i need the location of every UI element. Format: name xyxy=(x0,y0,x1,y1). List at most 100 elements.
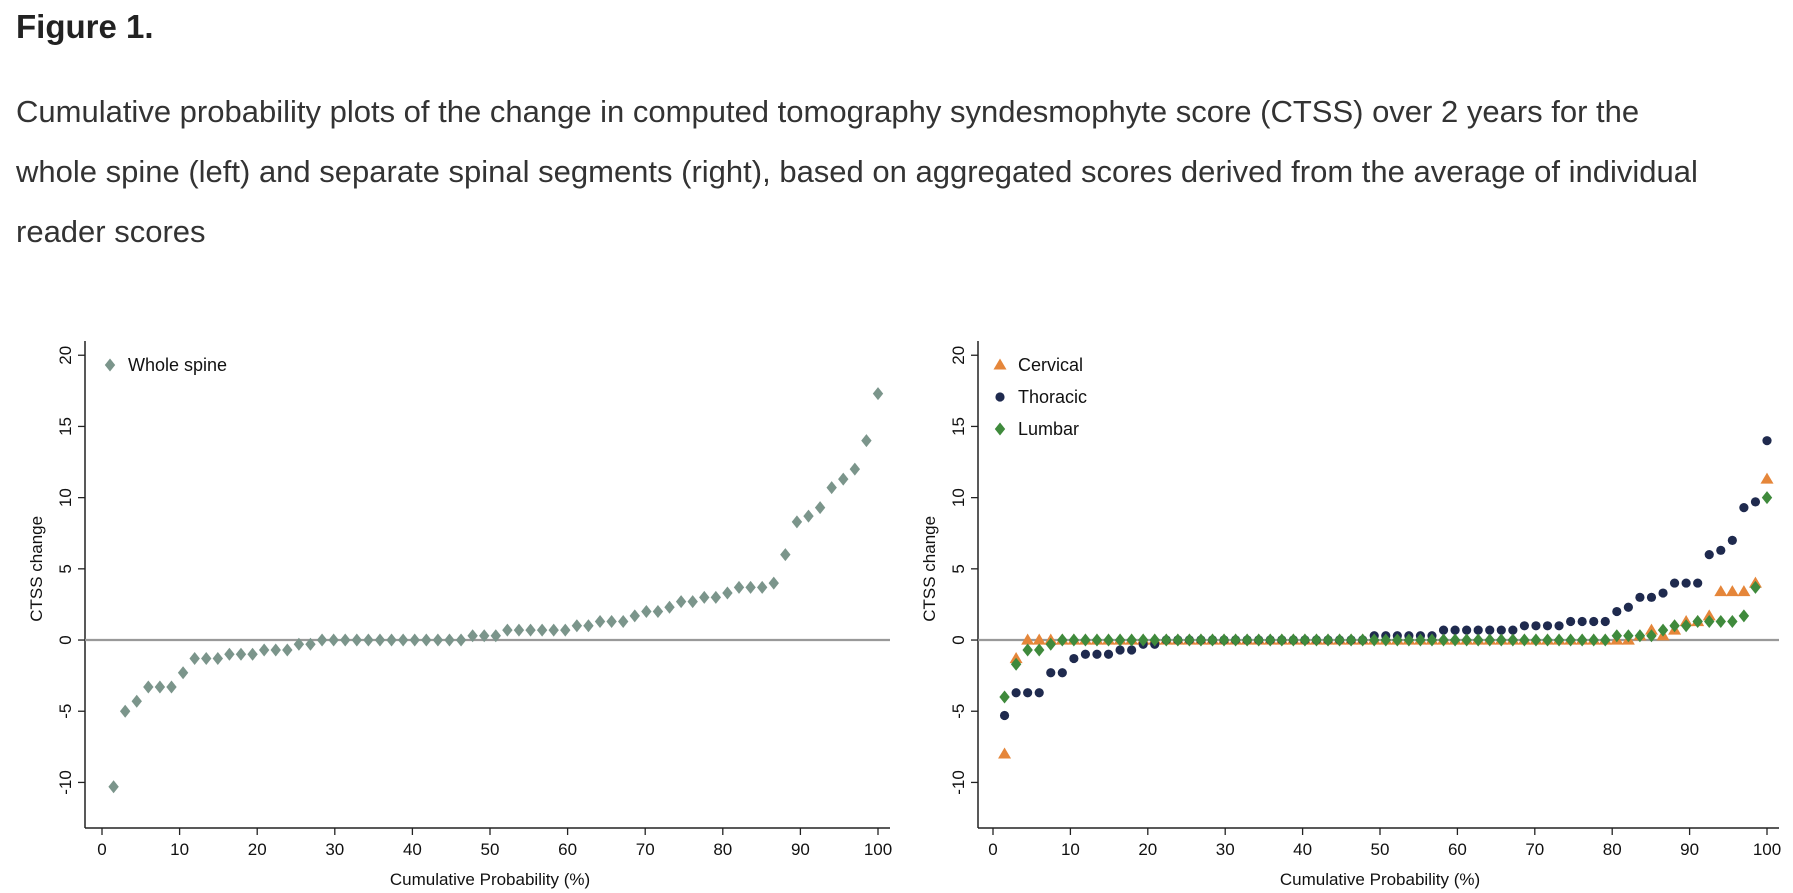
data-point xyxy=(1646,592,1657,602)
data-point xyxy=(548,623,559,637)
data-point xyxy=(1299,633,1311,647)
data-point xyxy=(1276,633,1288,647)
y-tick-label: -5 xyxy=(949,704,968,719)
data-point xyxy=(1115,645,1125,655)
data-point xyxy=(1508,625,1518,635)
data-point xyxy=(1644,623,1658,635)
y-tick-label: -10 xyxy=(56,770,75,795)
x-tick-label: 90 xyxy=(791,840,810,859)
chart-panel-1: -10 -5 0 5 10 15 20 0 10 20 30 40 50 60 70 80 90 100 Cumul… xyxy=(27,341,892,889)
data-point xyxy=(235,647,247,661)
x-tick-label: 40 xyxy=(1293,840,1312,859)
x-tick-label: 40 xyxy=(403,840,422,859)
data-point xyxy=(536,623,548,637)
data-point xyxy=(224,647,235,661)
data-point xyxy=(1149,633,1160,647)
data-point xyxy=(1738,609,1750,623)
data-point xyxy=(560,623,571,637)
data-point xyxy=(479,629,490,643)
data-point xyxy=(201,652,212,666)
x-tick-label: 10 xyxy=(1061,840,1080,859)
data-point xyxy=(1702,609,1716,621)
data-point xyxy=(1577,616,1587,627)
legend-marker xyxy=(993,358,1007,370)
data-point xyxy=(998,747,1012,759)
data-point xyxy=(351,633,363,647)
y-tick-label: -5 xyxy=(56,704,75,719)
data-point xyxy=(849,462,861,476)
data-point xyxy=(826,481,837,495)
data-point xyxy=(687,595,698,609)
data-point xyxy=(1345,633,1357,647)
data-point xyxy=(1542,633,1553,647)
data-point xyxy=(1472,633,1484,647)
data-point xyxy=(1485,625,1495,635)
data-point xyxy=(1103,633,1114,647)
data-point xyxy=(1011,688,1021,698)
x-tick-label: 20 xyxy=(1138,840,1157,859)
y-tick-label: 15 xyxy=(56,417,75,436)
data-point xyxy=(1635,592,1645,602)
data-point xyxy=(502,623,513,637)
data-point xyxy=(1069,653,1079,664)
data-point xyxy=(143,680,154,694)
data-point xyxy=(397,633,409,647)
data-point xyxy=(641,605,652,619)
y-tick-label: 5 xyxy=(56,564,75,573)
data-point xyxy=(1623,602,1633,612)
y-tick-label: 0 xyxy=(949,635,968,644)
data-point xyxy=(432,633,444,647)
data-point xyxy=(814,501,826,515)
data-point xyxy=(1092,649,1102,659)
data-point xyxy=(1023,688,1033,698)
data-point xyxy=(1438,625,1449,635)
data-point xyxy=(1727,615,1738,629)
data-point xyxy=(606,615,617,629)
x-tick-label: 30 xyxy=(325,840,344,859)
data-point xyxy=(768,576,779,590)
data-point xyxy=(571,619,583,633)
data-point xyxy=(629,609,640,623)
series-whole-spine xyxy=(108,387,884,794)
x-tick-label: 30 xyxy=(1216,840,1235,859)
x-tick-label: 0 xyxy=(97,840,106,859)
y-tick-label: 0 xyxy=(56,635,75,644)
data-point xyxy=(1588,633,1599,647)
data-point xyxy=(1462,625,1472,635)
data-point xyxy=(1612,606,1622,617)
data-point xyxy=(363,633,374,647)
data-point xyxy=(1009,652,1023,664)
series-lumbar xyxy=(999,491,1773,704)
data-point xyxy=(1449,633,1461,647)
data-point xyxy=(1623,629,1634,643)
legend-marker xyxy=(995,392,1005,402)
data-point xyxy=(1554,621,1564,631)
data-point xyxy=(675,595,687,609)
data-point xyxy=(1357,633,1368,647)
data-point xyxy=(1519,621,1530,631)
x-tick-label: 10 xyxy=(170,840,189,859)
data-point xyxy=(1669,578,1680,588)
data-point xyxy=(374,633,386,647)
data-point xyxy=(1380,633,1391,647)
data-point xyxy=(1681,578,1691,588)
data-point xyxy=(652,605,664,619)
data-point xyxy=(1680,619,1692,633)
data-point xyxy=(1334,633,1345,647)
data-point xyxy=(1045,637,1056,651)
data-point xyxy=(1322,633,1334,647)
data-point xyxy=(756,580,768,594)
data-point xyxy=(1473,625,1483,635)
data-point xyxy=(177,666,189,680)
data-point xyxy=(282,643,293,657)
data-point xyxy=(583,619,594,633)
data-point xyxy=(710,590,722,604)
data-point xyxy=(1184,633,1195,647)
data-point xyxy=(1496,633,1507,647)
figure-caption: Cumulative probability plots of the chan… xyxy=(16,94,1698,249)
chart-panel-2: -10 -5 0 5 10 15 20 0 10 20 30 40 50 60 70 80 90 100 Cumul… xyxy=(920,341,1781,889)
x-tick-label: 20 xyxy=(248,840,267,859)
x-tick-label: 90 xyxy=(1680,840,1699,859)
data-point xyxy=(1392,633,1403,647)
x-axis-label: Cumulative Probability (%) xyxy=(1280,870,1480,889)
